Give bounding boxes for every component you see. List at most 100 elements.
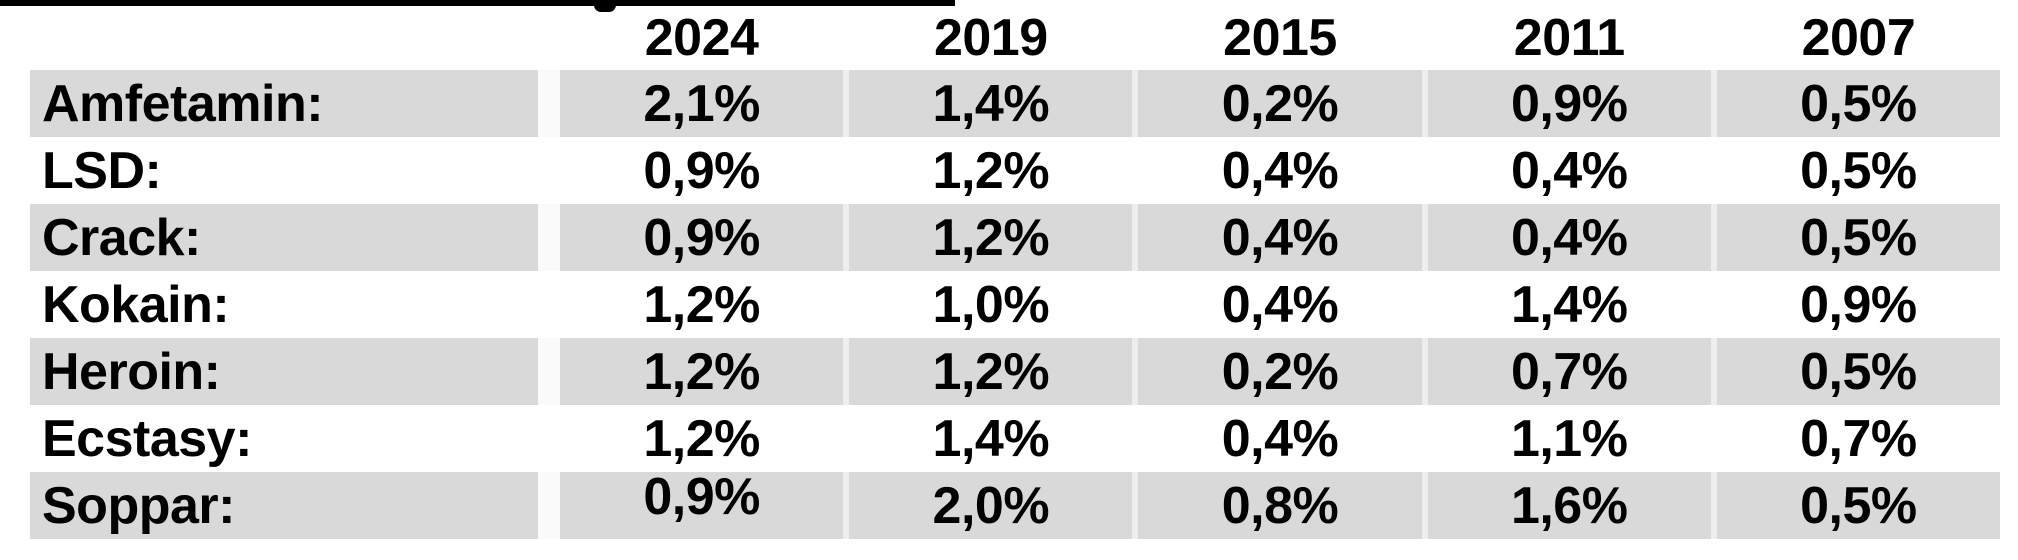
value-text: 1,2% — [932, 208, 1050, 267]
value-cell: 0,4% — [1132, 137, 1421, 204]
value-text: 0,9% — [1800, 275, 1917, 334]
header-row: 2024 2019 2015 2011 2007 — [30, 6, 2000, 70]
value-text: 0,4% — [1221, 275, 1339, 334]
value-cell: 0,8% — [1132, 472, 1421, 539]
year-header: 2007 — [1711, 6, 2000, 70]
value-cell: 0,5% — [1710, 338, 2000, 405]
value-text: 1,6% — [1510, 476, 1628, 535]
value-cell: 2,1% — [538, 70, 843, 137]
value-cell: 0,2% — [1132, 70, 1421, 137]
value-cell: 0,4% — [1132, 204, 1421, 271]
row-label-text: LSD: — [42, 141, 162, 200]
value-cell: 0,5% — [1710, 70, 2000, 137]
value-cell: 1,2% — [843, 338, 1132, 405]
value-cell: 0,9% — [538, 204, 843, 271]
row-label-text: Amfetamin: — [42, 74, 324, 133]
value-cell: 1,2% — [538, 405, 843, 472]
top-rule — [0, 0, 955, 6]
row-label-text: Heroin: — [42, 342, 221, 401]
value-text: 0,7% — [1510, 342, 1628, 401]
value-cell: 2,0% — [843, 472, 1132, 539]
table-row: Ecstasy: 1,2% 1,4% 0,4% 1,1% 0,7% — [30, 405, 2000, 472]
value-text: 0,5% — [1800, 74, 1917, 133]
year-header-text: 2011 — [1513, 9, 1625, 67]
row-label-text: Soppar: — [42, 476, 235, 535]
value-cell: 0,5% — [1710, 204, 2000, 271]
value-text: 1,4% — [932, 409, 1050, 468]
value-cell: 0,7% — [1710, 405, 2000, 472]
year-header: 2024 — [538, 6, 843, 70]
value-text: 1,2% — [643, 342, 760, 401]
value-text: 1,2% — [932, 342, 1050, 401]
table-row: Heroin: 1,2% 1,2% 0,2% 0,7% 0,5% — [30, 338, 2000, 405]
value-cell: 1,2% — [843, 137, 1132, 204]
text-descender-artifact — [594, 5, 616, 12]
table-row: Crack: 0,9% 1,2% 0,4% 0,4% 0,5% — [30, 204, 2000, 271]
row-label: Soppar: — [30, 472, 538, 539]
value-cell: 1,4% — [843, 405, 1132, 472]
value-text: 0,9% — [643, 208, 760, 267]
value-cell: 0,2% — [1132, 338, 1421, 405]
value-cell: 0,5% — [1710, 472, 2000, 539]
row-label-text: Crack: — [42, 208, 201, 267]
value-cell: 1,4% — [1421, 271, 1711, 338]
value-cell: 1,2% — [843, 204, 1132, 271]
row-label: Amfetamin: — [30, 70, 538, 137]
value-cell: 1,6% — [1421, 472, 1711, 539]
value-cell: 0,4% — [1421, 204, 1711, 271]
value-text: 0,5% — [1800, 342, 1917, 401]
value-cell: 1,0% — [843, 271, 1132, 338]
row-label: Crack: — [30, 204, 538, 271]
value-text: 1,4% — [1510, 275, 1628, 334]
value-text: 0,4% — [1221, 409, 1339, 468]
value-text: 0,9% — [643, 141, 760, 200]
row-label-text: Ecstasy: — [42, 409, 252, 468]
year-header-text: 2024 — [644, 9, 759, 67]
value-text: 1,2% — [932, 141, 1050, 200]
value-text: 1,0% — [932, 275, 1050, 334]
value-text: 1,1% — [1510, 409, 1628, 468]
value-cell: 0,9% — [1710, 271, 2000, 338]
value-cell: 0,4% — [1421, 137, 1711, 204]
table-row: Soppar: 0,9% 2,0% 0,8% 1,6% 0,5% — [30, 467, 2000, 539]
value-text: 1,4% — [932, 74, 1050, 133]
year-header: 2011 — [1422, 6, 1711, 70]
value-text: 0,2% — [1221, 342, 1339, 401]
value-cell: 0,9% — [538, 467, 843, 539]
year-header: 2019 — [843, 6, 1132, 70]
row-label-text: Kokain: — [42, 275, 230, 334]
value-text: 0,9% — [643, 467, 760, 526]
value-text: 0,5% — [1800, 141, 1917, 200]
value-cell: 0,4% — [1132, 405, 1421, 472]
year-header-text: 2007 — [1801, 9, 1916, 67]
value-text: 0,4% — [1221, 141, 1339, 200]
value-text: 0,4% — [1510, 208, 1628, 267]
header-label-spacer — [30, 6, 538, 70]
value-cell: 1,4% — [843, 70, 1132, 137]
row-label: Heroin: — [30, 338, 538, 405]
year-header-text: 2019 — [933, 9, 1048, 67]
value-cell: 0,4% — [1132, 271, 1421, 338]
value-text: 0,4% — [1510, 141, 1628, 200]
value-text: 0,5% — [1800, 476, 1917, 535]
value-cell: 0,7% — [1421, 338, 1711, 405]
table-row: Amfetamin: 2,1% 1,4% 0,2% 0,9% 0,5% — [30, 70, 2000, 137]
value-text: 0,9% — [1510, 74, 1628, 133]
value-text: 2,1% — [643, 74, 760, 133]
value-cell: 0,9% — [1421, 70, 1711, 137]
row-label: LSD: — [30, 137, 538, 204]
value-text: 0,5% — [1800, 208, 1917, 267]
value-text: 0,7% — [1800, 409, 1917, 468]
value-cell: 1,2% — [538, 338, 843, 405]
value-text: 1,2% — [643, 409, 760, 468]
value-text: 0,2% — [1221, 74, 1339, 133]
value-cell: 0,9% — [538, 137, 843, 204]
value-cell: 1,2% — [538, 271, 843, 338]
value-text: 0,8% — [1221, 476, 1339, 535]
row-label: Ecstasy: — [30, 405, 538, 472]
year-header-text: 2015 — [1223, 9, 1337, 67]
drug-use-table: 2024 2019 2015 2011 2007 Amfetamin: 2,1% 1,4% 0,… — [0, 6, 2018, 539]
table-row: LSD: 0,9% 1,2% 0,4% 0,4% 0,5% — [30, 137, 2000, 204]
value-text: 1,2% — [643, 275, 760, 334]
row-label: Kokain: — [30, 271, 538, 338]
